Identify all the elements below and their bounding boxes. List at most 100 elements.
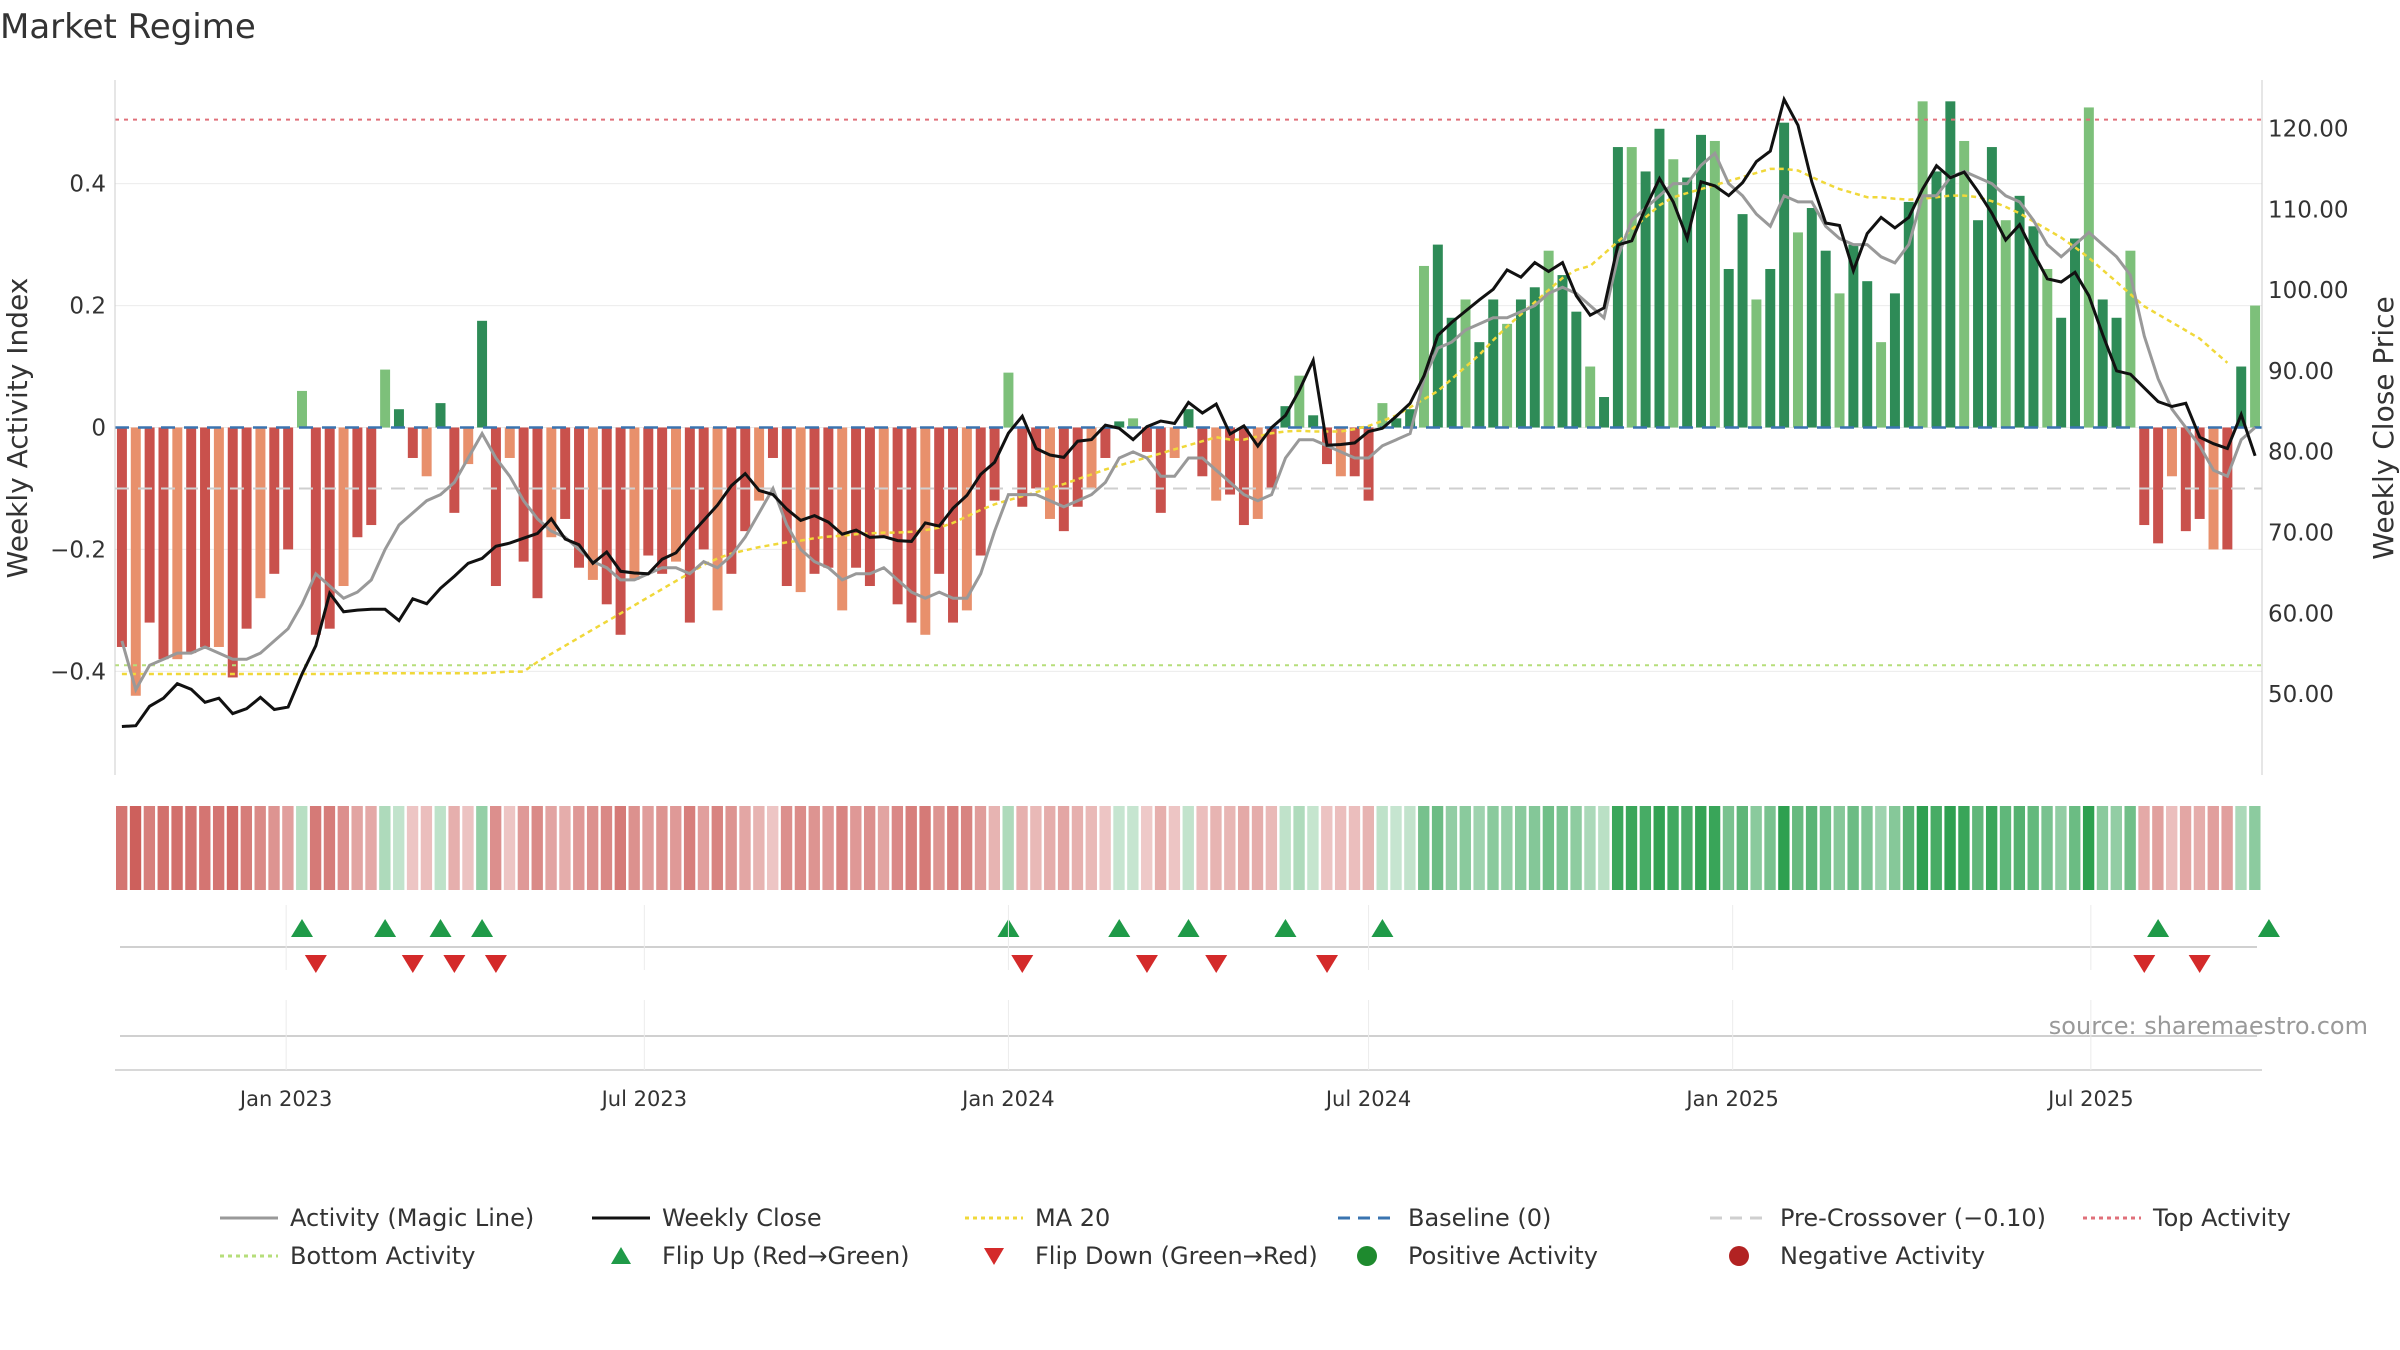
regime-strip-cell (656, 806, 668, 890)
regime-strip-cell (1611, 806, 1624, 890)
activity-bar (546, 427, 557, 538)
activity-bar (1114, 421, 1125, 428)
regime-strip-cell (1598, 806, 1610, 890)
y-right-tick-label: 80.00 (2268, 440, 2334, 466)
regime-strip-cell (573, 806, 585, 890)
activity-bar (213, 427, 224, 647)
regime-strip-cell (1861, 806, 1873, 890)
activity-bar (1044, 427, 1055, 519)
regime-strip-cell (489, 806, 502, 890)
activity-bar (1557, 275, 1568, 428)
activity-bar (712, 427, 723, 611)
regime-strip-cell (586, 806, 599, 890)
activity-bar (1862, 281, 1873, 428)
activity-bar (421, 427, 432, 477)
regime-strip-cell (545, 806, 557, 890)
activity-bar (1418, 265, 1429, 428)
activity-bar (629, 427, 640, 580)
activity-bar (2153, 427, 2164, 544)
regime-strip-cell (1653, 806, 1665, 890)
activity-bar (1696, 134, 1706, 428)
regime-strip-cell (683, 806, 696, 890)
activity-bar (643, 427, 654, 556)
regime-strip-cell (905, 806, 917, 890)
activity-bar (463, 427, 474, 465)
regime-strip-cell (1002, 806, 1014, 890)
weekly-close-line (121, 95, 2257, 728)
regime-strip-cell (1722, 806, 1735, 890)
activity-bar (1973, 220, 1984, 428)
flip-down-marker (2188, 955, 2211, 973)
regime-strip-cell (1030, 806, 1042, 890)
activity-bar (1682, 177, 1693, 428)
regime-strip-cell (531, 806, 543, 890)
regime-strip-cell (1736, 806, 1748, 890)
regime-strip-cell (1071, 806, 1084, 890)
regime-strip-cell (2069, 806, 2081, 890)
flip-up-marker (471, 919, 494, 937)
activity-bar (1585, 366, 1596, 428)
activity-bar (1377, 403, 1388, 428)
regime-strip-cell (877, 806, 890, 890)
activity-bar (1903, 201, 1914, 428)
activity-bar (172, 427, 183, 660)
regime-strip-cell (268, 806, 280, 890)
source-note: source: sharemaestro.com (2049, 1012, 2368, 1040)
activity-bar (1917, 101, 1928, 428)
regime-strip-cell (282, 806, 294, 890)
regime-strip-cell (822, 806, 834, 890)
activity-bar (2042, 268, 2053, 428)
flip-up-marker (1274, 919, 1297, 937)
regime-strip-cell (1667, 806, 1679, 890)
legend-swatch (611, 1247, 631, 1264)
date-axis: Jan 2023 Jul 2023 Jan 2024 Jul 2024 Jan 2025… (115, 905, 2262, 1111)
activity-bar (518, 427, 529, 562)
activity-bar (906, 427, 917, 623)
activity-bar (864, 427, 875, 587)
flip-up-marker (2147, 919, 2170, 937)
regime-strip-cell (1528, 806, 1541, 890)
regime-strip-cell (1819, 806, 1832, 890)
activity-bar (2125, 250, 2136, 428)
activity-bar (1779, 122, 1790, 428)
activity-bar (601, 427, 612, 605)
y-right-tick-label: 100.00 (2268, 278, 2348, 304)
regime-strip-cell (739, 806, 751, 890)
regime-strip-cell (1321, 806, 1333, 890)
activity-bar (1252, 427, 1263, 519)
activity-bar (671, 427, 681, 562)
activity-bar (310, 427, 321, 635)
x-tick-label: Jan 2024 (960, 1087, 1055, 1111)
magic-line (120, 150, 2257, 694)
activity-bar (2028, 226, 2039, 428)
regime-strip-cell (1584, 806, 1596, 890)
regime-strip-cell (296, 806, 308, 890)
legend-item: Bottom Activity (220, 1242, 475, 1270)
y-left-tick-label: 0.2 (69, 294, 106, 320)
regime-strip-cell (753, 806, 765, 890)
activity-bar (1986, 147, 1997, 428)
activity-bar (2000, 220, 2011, 428)
flip-up-marker (374, 919, 397, 937)
regime-strip-cell (379, 806, 391, 890)
flip-down-marker (1316, 955, 1339, 973)
x-tick-label: Jan 2023 (238, 1087, 333, 1111)
activity-bar (255, 427, 266, 599)
flip-down-marker (2133, 955, 2156, 973)
regime-strip-cell (1473, 806, 1485, 890)
regime-strip-cell (1307, 806, 1319, 890)
y-right-tick-label: 120.00 (2268, 116, 2348, 142)
regime-strip-cell (1487, 806, 1499, 890)
regime-strip-cell (1542, 806, 1555, 890)
activity-bar (241, 427, 252, 629)
regime-strip-cell (116, 806, 128, 890)
regime-strip-cell (960, 806, 973, 890)
activity-bar (754, 427, 765, 501)
activity-bar (1723, 268, 1734, 428)
regime-strip-cell (628, 806, 640, 890)
regime-strip-cell (1334, 806, 1347, 890)
legend: Activity (Magic Line) Weekly Close MA 20 Ba… (220, 1204, 2291, 1270)
regime-strip-cell (337, 806, 349, 890)
regime-strip-cell (1875, 806, 1887, 890)
regime-strip-cell (365, 806, 377, 890)
